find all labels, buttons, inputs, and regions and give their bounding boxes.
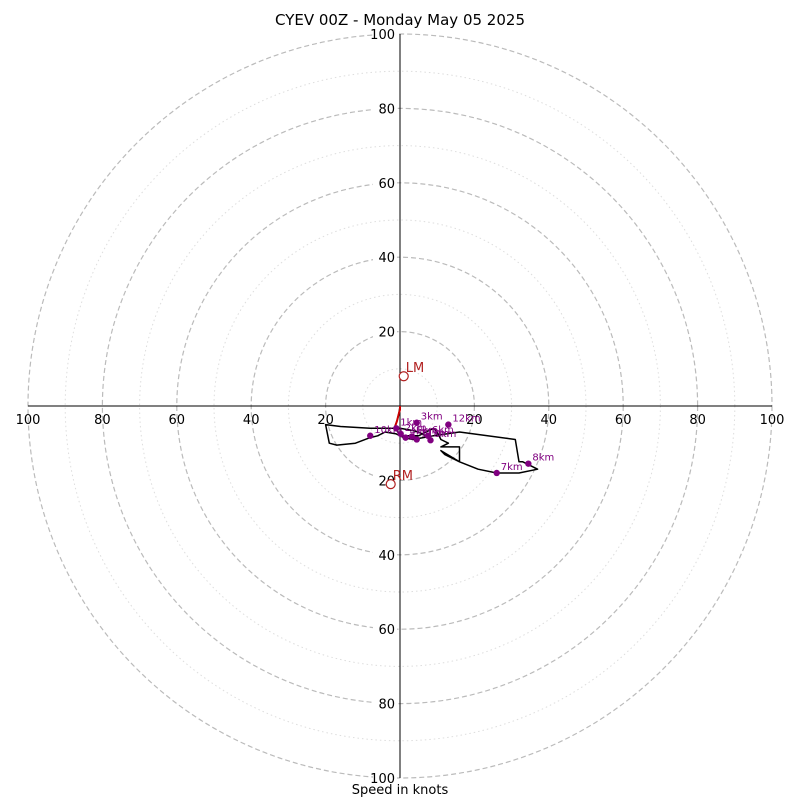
tick-label-left: 20 xyxy=(317,413,334,428)
tick-label-left: 100 xyxy=(16,413,41,428)
tick-label-right: 40 xyxy=(541,413,558,428)
height-marker-label: 9km xyxy=(435,429,457,440)
tick-label-right: 80 xyxy=(689,413,706,428)
storm-motion-label: RM xyxy=(393,469,413,484)
height-marker-point xyxy=(397,430,404,438)
tick-label-background xyxy=(373,771,397,786)
tick-label-bottom: 100 xyxy=(370,772,395,787)
tick-label-top: 40 xyxy=(378,251,395,266)
storm-motion-point xyxy=(385,479,396,490)
height-marker-label: 5km xyxy=(416,426,438,437)
tick-label-top: 20 xyxy=(378,326,395,341)
axis-tick-labels: 2020202040404040606060608080808010010010… xyxy=(16,27,785,787)
tick-label-bottom: 40 xyxy=(378,549,395,564)
chart-title: CYEV 00Z - Monday May 05 2025 xyxy=(275,11,525,29)
tick-label-background xyxy=(373,696,397,712)
tick-label-background xyxy=(373,547,397,563)
storm-motion-markers: LM RM xyxy=(385,361,424,490)
tick-label-top: 60 xyxy=(378,177,395,192)
height-marker-label: 6km xyxy=(432,425,454,436)
height-marker-label: 3km xyxy=(421,412,443,423)
tick-label-background xyxy=(373,324,397,340)
tick-label-bottom: 80 xyxy=(378,698,395,713)
tick-label-background xyxy=(373,27,397,42)
height-marker-point xyxy=(402,434,409,441)
tick-label-right: 100 xyxy=(760,413,785,428)
wind-profile-trace xyxy=(324,405,539,474)
hodograph-traces xyxy=(324,405,539,474)
tick-label-left: 40 xyxy=(243,413,260,428)
height-marker-label: 2km xyxy=(405,423,427,434)
tick-label-background xyxy=(373,175,397,191)
tick-label-background xyxy=(373,101,397,117)
height-marker-point xyxy=(367,432,374,439)
height-marker-label: 11km xyxy=(421,428,449,439)
low-level-trace xyxy=(393,406,401,429)
tick-label-background xyxy=(373,250,397,266)
storm-motion-label: LM xyxy=(406,361,424,376)
tick-label-top: 100 xyxy=(370,28,395,43)
height-marker-point xyxy=(413,436,420,443)
height-marker-point xyxy=(427,437,434,444)
height-marker-point xyxy=(525,460,532,467)
height-marker-label: 7km xyxy=(501,462,523,473)
tick-label-right: 20 xyxy=(466,413,483,428)
height-marker-label: 10km xyxy=(374,425,402,436)
storm-motion-point xyxy=(398,371,409,382)
x-axis-label: Speed in knots xyxy=(351,783,449,798)
height-marker-point xyxy=(393,425,400,432)
tick-label-top: 80 xyxy=(378,102,395,117)
height-marker-label: 4km xyxy=(410,427,432,438)
height-marker-label: 12km xyxy=(452,414,480,425)
height-marker-point xyxy=(493,469,500,477)
height-marker-label: 8km xyxy=(532,453,554,464)
tick-label-bottom: 60 xyxy=(378,623,395,638)
tick-label-left: 80 xyxy=(94,413,111,428)
height-marker-point xyxy=(445,421,452,428)
height-marker-point xyxy=(408,433,416,440)
height-marker-label: 1km xyxy=(400,417,422,428)
tick-label-left: 60 xyxy=(169,413,186,428)
height-marker-point xyxy=(413,419,420,426)
tick-label-right: 60 xyxy=(615,413,632,428)
tick-label-background xyxy=(373,622,397,638)
